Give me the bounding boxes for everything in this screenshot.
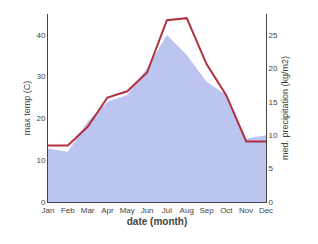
svg-text:May: May: [120, 206, 135, 215]
svg-text:med. precipitation (kg/m2): med. precipitation (kg/m2): [280, 56, 290, 160]
svg-text:15: 15: [269, 98, 278, 107]
svg-text:25: 25: [269, 31, 278, 40]
svg-text:date (month): date (month): [127, 216, 188, 227]
svg-text:Oct: Oct: [220, 206, 233, 215]
svg-text:max temp (C): max temp (C): [22, 81, 32, 136]
svg-text:Apr: Apr: [101, 206, 114, 215]
svg-text:Feb: Feb: [61, 206, 75, 215]
svg-text:Dec: Dec: [259, 206, 273, 215]
svg-text:30: 30: [36, 72, 45, 81]
svg-text:10: 10: [36, 156, 45, 165]
svg-text:0: 0: [41, 198, 46, 207]
svg-text:Jul: Jul: [162, 206, 172, 215]
svg-text:0: 0: [269, 198, 274, 207]
svg-text:Nov: Nov: [239, 206, 253, 215]
svg-text:Jan: Jan: [42, 206, 55, 215]
svg-text:20: 20: [36, 114, 45, 123]
svg-text:Mar: Mar: [81, 206, 95, 215]
svg-text:Sep: Sep: [199, 206, 214, 215]
svg-text:10: 10: [269, 131, 278, 140]
svg-text:Aug: Aug: [180, 206, 194, 215]
svg-text:20: 20: [269, 64, 278, 73]
svg-text:5: 5: [269, 164, 274, 173]
svg-text:40: 40: [36, 31, 45, 40]
svg-text:Jun: Jun: [141, 206, 154, 215]
